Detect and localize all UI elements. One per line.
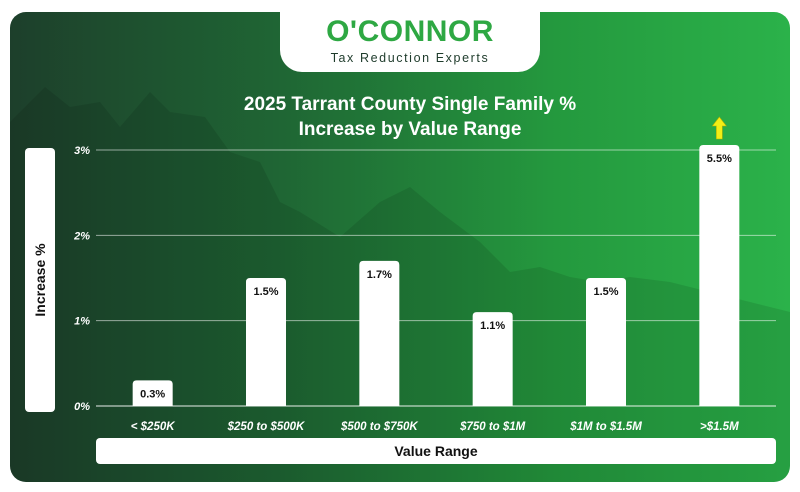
bar-value-label: 1.5% (593, 286, 618, 298)
x-tick-label: $500 to $750K (340, 421, 418, 433)
bar-value-label: 1.1% (480, 320, 505, 332)
y-tick-label: 0% (74, 401, 90, 413)
bar (246, 278, 286, 406)
bar (132, 380, 173, 406)
logo-brand: O'CONNOR (326, 15, 494, 48)
bar (699, 145, 740, 406)
y-axis-label-box: Increase % (25, 148, 55, 412)
x-tick-label: $250 to $500K (227, 421, 305, 433)
chart-card: O'CONNOR Tax Reduction Experts 2025 Tarr… (10, 12, 790, 482)
overflow-up-arrow-icon (711, 116, 727, 140)
bar (586, 278, 626, 406)
logo: O'CONNOR Tax Reduction Experts (280, 12, 540, 72)
bar-value-label: 1.7% (367, 269, 392, 281)
x-tick-label: $750 to $1M (459, 421, 526, 433)
y-tick-label: 2% (73, 230, 90, 242)
y-tick-label: 1% (74, 316, 90, 328)
x-tick-label: $1M to $1.5M (569, 421, 642, 433)
chart-title-line-2: Increase by Value Range (298, 119, 522, 140)
chart-title: 2025 Tarrant County Single Family % Incr… (160, 92, 660, 142)
bar-value-label: 0.3% (140, 388, 165, 400)
x-tick-label: < $250K (131, 421, 175, 433)
chart-title-line-1: 2025 Tarrant County Single Family % (243, 94, 577, 115)
bar-value-label: 1.5% (253, 286, 278, 298)
bar (359, 260, 400, 406)
y-tick-label: 3% (74, 145, 90, 157)
bar-chart: 0% 1% 2% 3% 0.3% < $250K 1.5% $250 to $500K 1.7%… (73, 116, 776, 433)
logo-tagline: Tax Reduction Experts (330, 51, 490, 65)
x-tick-label: >$1.5M (700, 421, 739, 433)
bar-value-label: 5.5% (707, 153, 732, 165)
bar (472, 312, 513, 406)
x-axis-label: Value Range (96, 438, 776, 464)
